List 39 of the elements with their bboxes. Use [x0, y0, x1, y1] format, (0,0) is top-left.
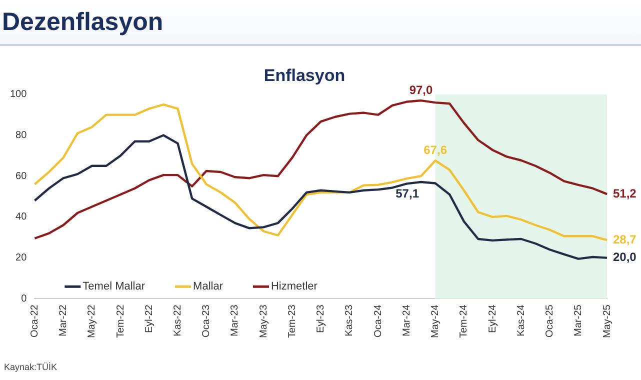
- x-tick-label: Eyl-23: [316, 304, 327, 334]
- y-tick-label: 100: [10, 89, 28, 100]
- x-tick-label: May-25: [602, 304, 613, 338]
- x-tick-label: Oca-24: [372, 304, 384, 338]
- y-tick-label: 40: [16, 212, 28, 223]
- data-label: 51,2: [613, 186, 637, 200]
- x-tick-label: Oca-22: [29, 304, 40, 338]
- x-tick-label: Mar-22: [58, 304, 70, 336]
- x-tick-label: Tem-23: [286, 304, 298, 338]
- x-tick-label: Mar-23: [230, 304, 241, 336]
- chart-subtitle: Enflasyon: [264, 66, 346, 85]
- x-tick-label: Eyl-22: [144, 304, 155, 334]
- x-tick-label: Eyl-24: [487, 304, 498, 334]
- x-tick-label: May-24: [430, 304, 442, 338]
- x-tick-label: Mar-24: [401, 304, 412, 336]
- data-label: 97,0: [409, 82, 433, 97]
- x-tick-label: Kas-24: [516, 304, 527, 336]
- x-tick-label: Tem-22: [115, 304, 126, 338]
- x-tick-label: Kas-23: [344, 304, 356, 336]
- x-tick-label: Tem-24: [458, 304, 470, 338]
- y-tick-label: 0: [21, 293, 28, 304]
- legend-label: Mallar: [193, 280, 224, 293]
- text: Kaynak:TÜİK: [4, 362, 58, 372]
- chart-title: Dezenflasyon: [1, 7, 164, 37]
- data-label: 57,1: [396, 186, 420, 200]
- x-tick-label: May-22: [86, 304, 98, 338]
- legend-label: Temel Mallar: [82, 280, 146, 293]
- x-tick-label: Kas-22: [172, 304, 184, 336]
- x-tick-label: May-23: [258, 304, 270, 338]
- y-tick-label: 60: [16, 170, 28, 182]
- x-tick-label: Oca-23: [201, 304, 212, 338]
- data-label: 67,6: [424, 142, 448, 157]
- y-tick-label: 80: [16, 130, 28, 141]
- x-tick-label: Mar-25: [573, 304, 584, 336]
- x-tick-label: Oca-25: [544, 304, 556, 338]
- legend-label: Hizmetler: [270, 280, 318, 293]
- y-tick-label: 20: [16, 252, 28, 264]
- data-label: 28,7: [613, 232, 637, 246]
- data-label: 20,0: [613, 250, 637, 264]
